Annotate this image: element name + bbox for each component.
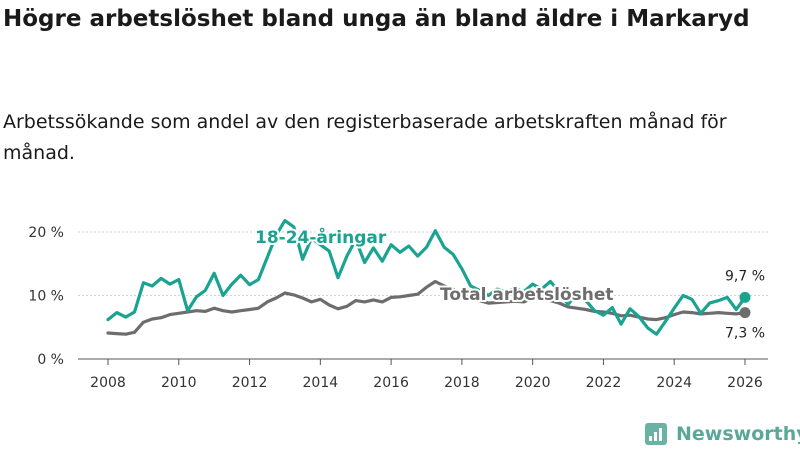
- end-point-total: [739, 307, 751, 319]
- end-value-total: 7,3 %: [725, 326, 765, 342]
- series-line-18-24: [106, 219, 747, 336]
- series-line-total: [106, 279, 747, 336]
- x-tick-label: 2022: [586, 375, 622, 391]
- series-label-total: Total arbetslöshet: [440, 285, 614, 305]
- chart-subtitle: Arbetssökande som andel av den registerb…: [3, 111, 727, 164]
- x-tick-label: 2016: [373, 375, 409, 391]
- brand-name: Newsworthy: [676, 423, 800, 445]
- series-label-18-24: 18-24-åringar: [255, 226, 387, 248]
- x-tick-label: 2008: [90, 375, 126, 391]
- x-tick-label: 2010: [161, 375, 197, 391]
- y-tick-label: 20 %: [28, 225, 64, 241]
- chart-title: Högre arbetslöshet bland unga än bland ä…: [3, 6, 750, 32]
- y-tick-label: 0 %: [37, 352, 64, 368]
- y-tick-label: 10 %: [28, 289, 64, 305]
- x-tick-label: 2024: [656, 375, 692, 391]
- bar-chart-icon: [645, 423, 667, 445]
- x-tick-label: 2012: [232, 375, 268, 391]
- newsworthy-logo: Newsworthy: [645, 420, 800, 448]
- end-value-18-24: 9,7 %: [725, 268, 765, 284]
- x-tick-label: 2014: [303, 375, 339, 391]
- x-tick-label: 2018: [444, 375, 480, 391]
- x-tick-label: 2020: [515, 375, 551, 391]
- end-point-18-24: [739, 291, 751, 303]
- x-tick-label: 2026: [727, 375, 763, 391]
